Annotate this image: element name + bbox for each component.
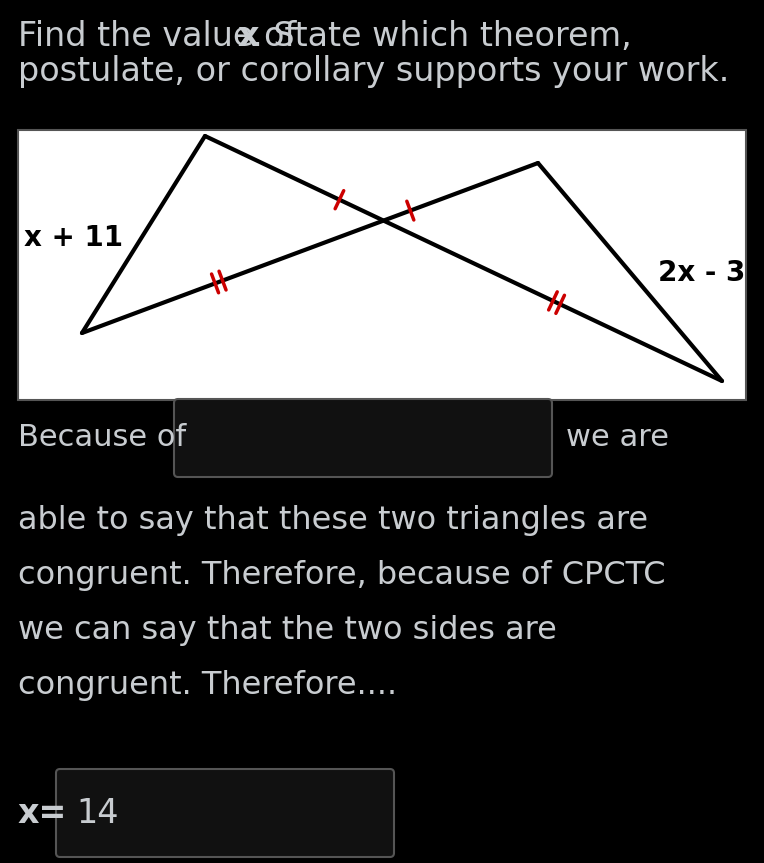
Text: Find the value of: Find the value of xyxy=(18,20,307,53)
Text: 14: 14 xyxy=(76,797,118,829)
FancyBboxPatch shape xyxy=(56,769,394,857)
Text: x + 11: x + 11 xyxy=(24,224,123,252)
Text: we can say that the two sides are: we can say that the two sides are xyxy=(18,615,557,646)
Text: x: x xyxy=(238,20,260,53)
Text: . State which theorem,: . State which theorem, xyxy=(252,20,632,53)
Text: we are: we are xyxy=(566,424,669,452)
Text: x=: x= xyxy=(18,797,67,829)
Text: able to say that these two triangles are: able to say that these two triangles are xyxy=(18,505,648,536)
Text: postulate, or corollary supports your work.: postulate, or corollary supports your wo… xyxy=(18,55,730,88)
Text: Because of: Because of xyxy=(18,424,186,452)
Text: congruent. Therefore, because of CPCTC: congruent. Therefore, because of CPCTC xyxy=(18,560,665,591)
FancyBboxPatch shape xyxy=(18,130,746,400)
Text: congruent. Therefore....: congruent. Therefore.... xyxy=(18,670,397,701)
Text: 2x - 3: 2x - 3 xyxy=(658,259,745,287)
FancyBboxPatch shape xyxy=(174,399,552,477)
